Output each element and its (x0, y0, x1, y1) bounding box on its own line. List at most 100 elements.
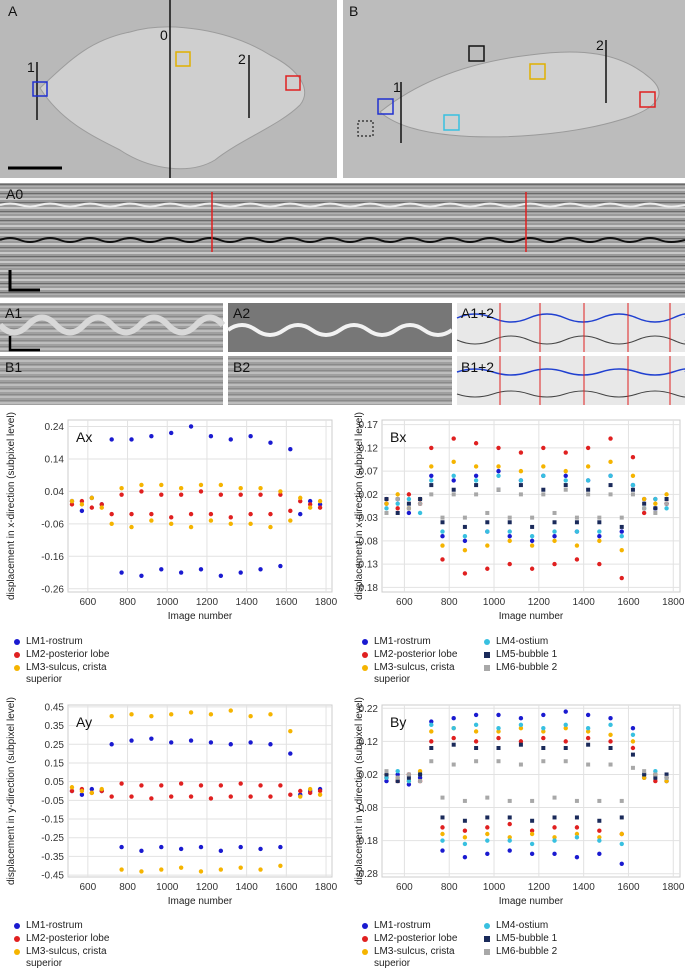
point (664, 778, 669, 784)
point (288, 728, 293, 734)
point (563, 468, 568, 474)
point (518, 468, 524, 474)
point (462, 524, 467, 529)
roi-box (357, 120, 374, 137)
point (129, 794, 134, 799)
point (440, 529, 445, 534)
y-tick-label: 0.12 (359, 737, 379, 748)
point (563, 709, 568, 714)
point (178, 570, 184, 575)
point (530, 524, 535, 529)
point (218, 492, 224, 497)
x-tick-label: 600 (80, 597, 97, 608)
point (485, 543, 490, 548)
panel-label: A2 (233, 305, 250, 321)
point (248, 511, 253, 517)
y-tick-label: 0.05 (45, 777, 65, 788)
y-axis-label: displacement in y-direction (subpixel le… (354, 697, 365, 885)
point (228, 521, 233, 527)
point (552, 538, 557, 544)
panel-label: B1 (5, 359, 22, 375)
y-tick-label: -0.08 (355, 536, 378, 547)
point (552, 825, 557, 830)
point (518, 478, 524, 483)
point (496, 445, 501, 451)
point (288, 518, 293, 523)
point (298, 495, 303, 501)
point (169, 794, 174, 799)
point (474, 483, 479, 488)
scale-bar (8, 270, 40, 292)
chart-title: Bx (390, 429, 406, 445)
point (664, 775, 669, 780)
point (507, 561, 512, 567)
point (462, 547, 468, 553)
point (664, 501, 669, 506)
point (429, 729, 434, 734)
point (597, 515, 602, 520)
y-tick-label: 0.25 (45, 740, 65, 751)
point (485, 851, 490, 857)
legend-swatch (362, 639, 368, 645)
point (608, 722, 613, 728)
point (574, 515, 579, 520)
point (384, 501, 389, 506)
point (552, 561, 557, 567)
plot-area (381, 419, 681, 593)
point (159, 844, 164, 850)
point (238, 865, 243, 870)
point (507, 815, 512, 820)
point (597, 851, 602, 857)
legend-swatch (484, 639, 490, 645)
panel-a0: A0 (0, 183, 685, 298)
wave-trace (0, 202, 685, 208)
x-tick-label: 800 (441, 882, 458, 893)
point (619, 798, 624, 803)
point (406, 778, 412, 784)
point (563, 759, 568, 764)
point (451, 762, 456, 767)
point (440, 534, 445, 539)
point (238, 781, 243, 786)
point (530, 798, 535, 803)
point (429, 739, 434, 744)
legend-item: LM2-posterior lobe (14, 649, 122, 661)
legend-label: LM2-posterior lobe (26, 933, 110, 944)
y-tick-label: 0.17 (359, 420, 379, 431)
point (552, 529, 557, 534)
point (278, 783, 283, 788)
x-tick-label: 1800 (315, 597, 338, 608)
point (406, 506, 411, 511)
point (440, 520, 445, 525)
point (664, 497, 669, 502)
point (518, 722, 524, 728)
x-tick-label: 1400 (573, 882, 596, 893)
legend-item: LM6-bubble 2 (484, 662, 592, 674)
point (507, 515, 512, 520)
point (451, 716, 456, 721)
legend-label: LM1-rostrum (374, 920, 431, 931)
point (188, 524, 194, 530)
point (429, 759, 434, 764)
point (529, 566, 535, 571)
point (496, 712, 501, 718)
point (585, 725, 591, 731)
y-tick-label: 0.07 (359, 467, 379, 478)
point (406, 501, 411, 506)
legend-item: LM2-posterior lobe (362, 933, 470, 945)
point (529, 534, 535, 539)
point (641, 496, 647, 502)
y-tick-label: -0.18 (355, 583, 378, 594)
point (429, 492, 434, 497)
point (149, 796, 154, 801)
point (417, 768, 423, 774)
wave-trace (0, 237, 685, 243)
point (496, 729, 501, 734)
point (298, 788, 303, 794)
point (563, 725, 568, 731)
point (641, 510, 647, 516)
roi-box (529, 63, 546, 80)
point (418, 772, 423, 777)
point (99, 786, 104, 792)
point (395, 492, 400, 497)
